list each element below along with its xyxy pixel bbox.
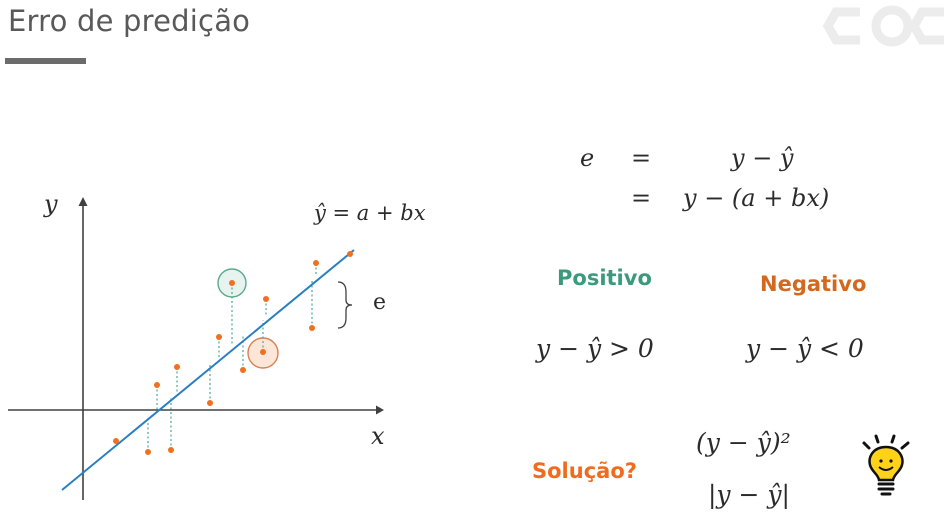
solution-label: Solução? <box>532 459 637 483</box>
equation-1-equals: = <box>631 144 652 172</box>
data-point <box>229 280 235 286</box>
data-point <box>260 349 266 355</box>
squared-error-expression: (y − ŷ)² <box>696 428 791 457</box>
data-point <box>263 296 269 302</box>
data-point <box>347 251 353 257</box>
data-point <box>207 400 213 406</box>
data-point <box>216 334 222 340</box>
y-axis-label: y <box>44 190 58 218</box>
negative-expression: y − ŷ < 0 <box>746 334 864 363</box>
x-axis-label: x <box>371 422 385 450</box>
positive-label: Positivo <box>557 266 652 290</box>
regression-line <box>61 249 355 491</box>
x-axis-arrow <box>376 405 384 415</box>
lightbulb-icon <box>862 434 910 496</box>
data-point <box>313 260 319 266</box>
regression-diagram <box>8 197 384 500</box>
logo-icon <box>822 5 944 47</box>
y-axis-arrow <box>78 197 88 206</box>
equation-2-rhs: y − (a + bx) <box>683 184 830 212</box>
regression-equation-label: ŷ = a + bx <box>314 201 426 225</box>
equation-1-rhs: y − ŷ <box>731 144 794 172</box>
data-point <box>240 367 246 373</box>
error-symbol: e <box>580 144 595 172</box>
data-point <box>174 364 180 370</box>
data-point <box>145 449 151 455</box>
error-brace <box>337 281 353 329</box>
positive-expression: y − ŷ > 0 <box>536 334 654 363</box>
title-underline <box>5 58 86 64</box>
slide-title: Erro de predição <box>8 4 251 38</box>
absolute-error-expression: |y − ŷ| <box>708 480 790 509</box>
negative-label: Negativo <box>760 272 867 296</box>
data-point <box>168 447 174 453</box>
data-point <box>309 325 315 331</box>
data-point <box>113 438 119 444</box>
error-label: e <box>373 290 387 315</box>
equation-2-equals: = <box>631 184 652 212</box>
data-point <box>154 382 160 388</box>
